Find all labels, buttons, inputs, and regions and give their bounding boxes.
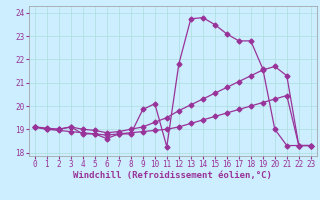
X-axis label: Windchill (Refroidissement éolien,°C): Windchill (Refroidissement éolien,°C) — [73, 171, 272, 180]
